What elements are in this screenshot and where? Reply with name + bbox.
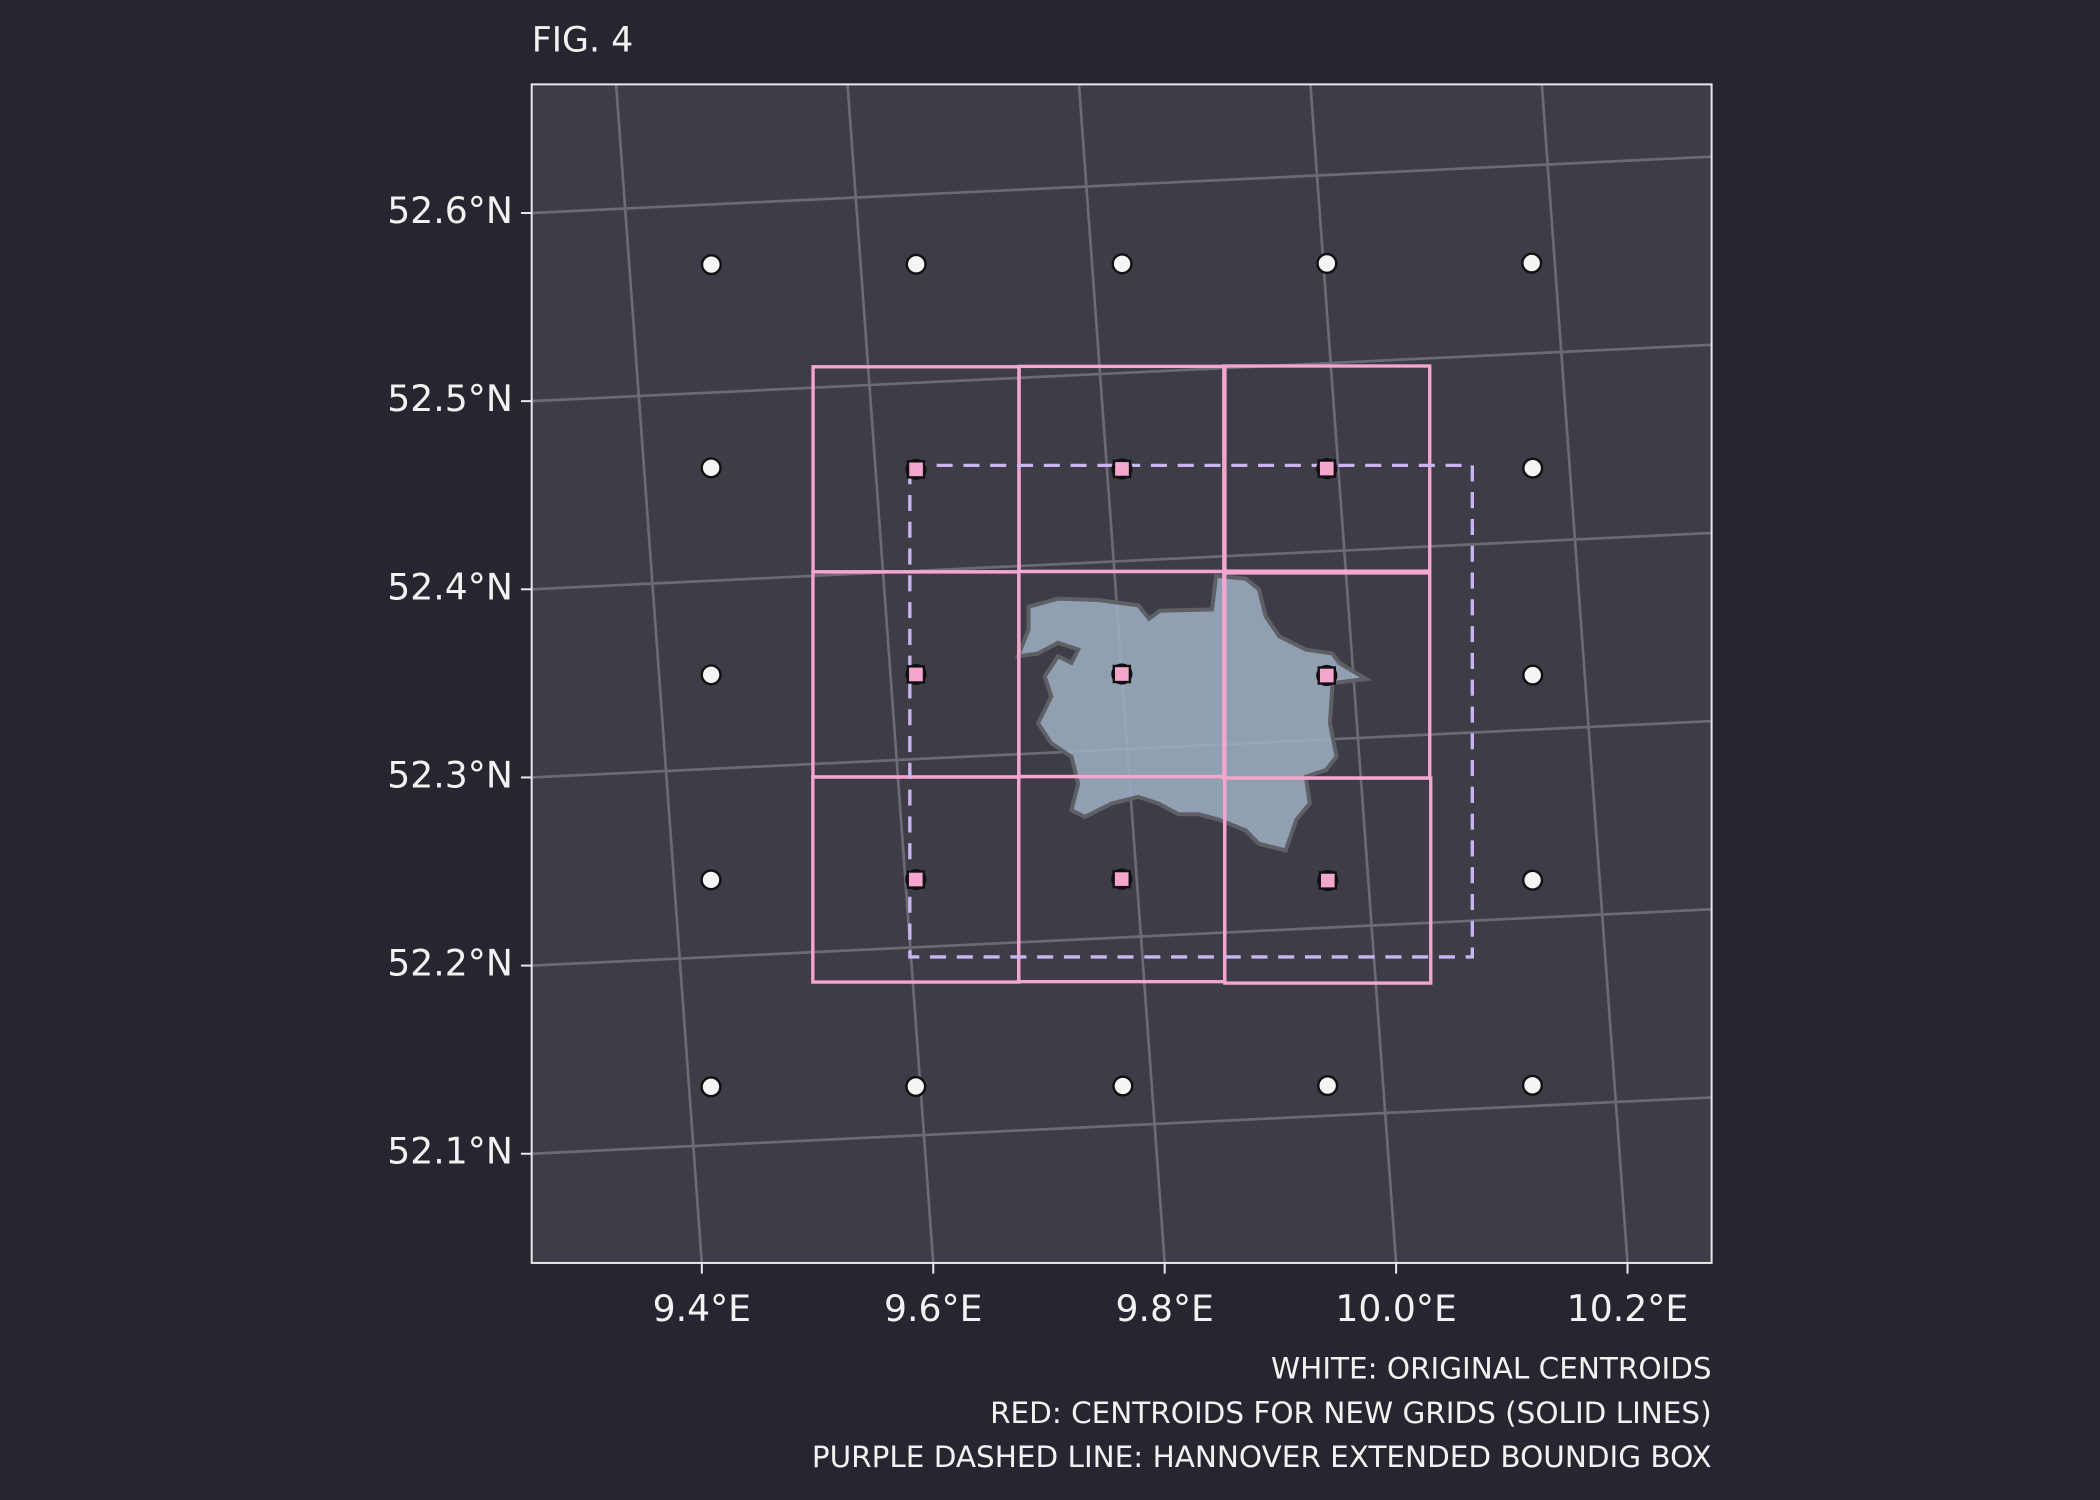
original-centroid <box>1317 1075 1339 1097</box>
original-centroid <box>700 457 722 479</box>
chart-title: FIG. 4 <box>532 21 634 61</box>
axes: 9.4°E 9.6°E 9.8°E 10.0°E 10.2°E 52.1°N 52.2°N 5… <box>387 189 1688 1330</box>
grid-line <box>846 84 935 1263</box>
original-centroid <box>1521 1074 1544 1096</box>
original-centroid <box>905 1075 927 1098</box>
grid-cell <box>1223 776 1433 985</box>
new-centroid <box>1112 869 1131 889</box>
y-tick-label: 52.1°N <box>387 1130 513 1173</box>
x-tick-label: 9.8°E <box>1115 1287 1213 1330</box>
new-centroid <box>906 460 926 479</box>
original-centroid <box>1522 664 1544 686</box>
annotation: PURPLE DASHED LINE: HANNOVER EXTENDED BO… <box>812 1440 1712 1474</box>
grid-line <box>614 84 704 1263</box>
original-centroid <box>700 664 722 686</box>
original-centroid <box>700 869 722 891</box>
original-centroid <box>1316 252 1338 275</box>
y-tick-label: 52.3°N <box>387 753 513 796</box>
original-centroid <box>1112 1075 1134 1097</box>
x-tick-label: 9.6°E <box>884 1287 982 1330</box>
original-centroid <box>700 1076 722 1098</box>
original-centroid <box>1521 869 1544 891</box>
grid-cell <box>1222 364 1432 573</box>
marks <box>700 252 1544 1098</box>
x-tick-label: 10.0°E <box>1335 1287 1456 1330</box>
hannover-outline <box>1014 573 1373 853</box>
new-centroid <box>1317 459 1337 478</box>
y-tick-label: 52.6°N <box>387 189 513 232</box>
grid-line <box>531 343 1712 403</box>
plot-frame <box>530 83 1713 1264</box>
new-centroid <box>1317 666 1337 685</box>
new-centroid <box>1112 459 1132 479</box>
y-tick-label: 52.4°N <box>387 565 513 608</box>
new-centroid <box>1112 664 1132 684</box>
x-tick-label: 10.2°E <box>1567 1287 1688 1330</box>
new-centroid <box>906 665 926 684</box>
annotations: WHITE: ORIGINAL CENTROIDS RED: CENTROIDS … <box>812 1352 1712 1474</box>
original-centroid <box>1111 253 1133 275</box>
bounding-box <box>908 463 1475 959</box>
grid-line <box>531 155 1712 215</box>
x-tick-label: 9.4°E <box>653 1287 751 1330</box>
original-centroid <box>1522 457 1544 479</box>
y-tick-label: 52.5°N <box>387 377 513 420</box>
original-centroid <box>905 253 927 275</box>
grid-line <box>1540 84 1629 1263</box>
annotation: WHITE: ORIGINAL CENTROIDS <box>1271 1352 1712 1386</box>
new-centroid <box>906 870 926 889</box>
new-centroid <box>1318 871 1338 890</box>
original-centroid <box>1521 252 1543 274</box>
y-tick-label: 52.2°N <box>387 942 513 985</box>
original-centroid <box>700 254 722 276</box>
grid-line <box>531 907 1712 967</box>
grid-line <box>531 1096 1712 1156</box>
annotation: RED: CENTROIDS FOR NEW GRIDS (SOLID LINE… <box>990 1396 1712 1430</box>
grid-line <box>531 531 1712 591</box>
